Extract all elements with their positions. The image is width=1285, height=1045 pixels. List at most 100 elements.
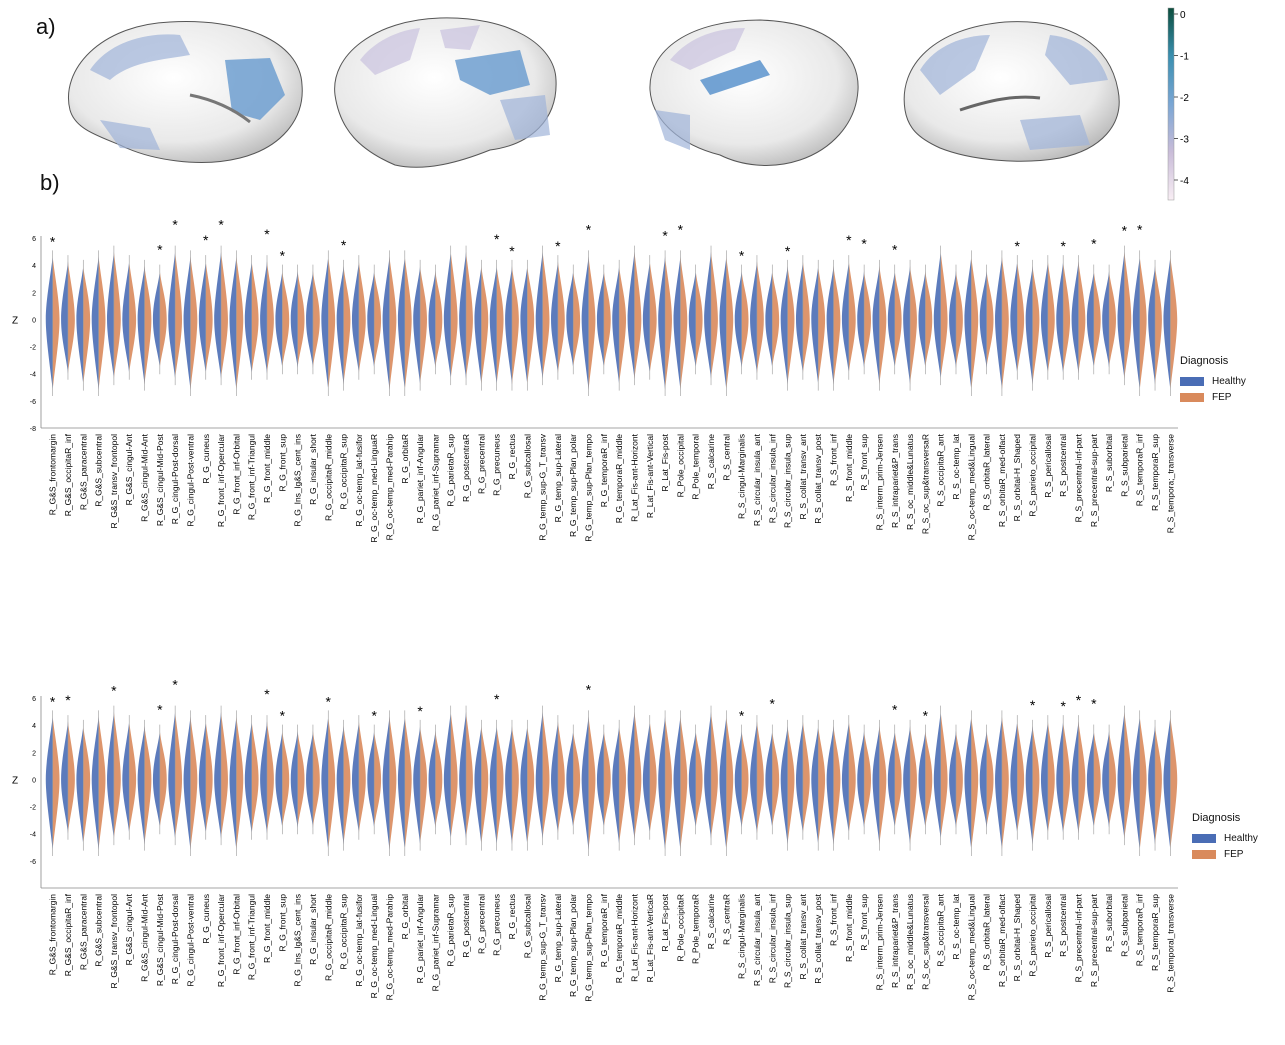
violin-healthy: [61, 261, 68, 374]
violin-healthy: [1010, 721, 1018, 834]
violin-healthy: [918, 270, 926, 369]
x-tick-label: R_S_temporal_transverse: [1165, 894, 1175, 993]
violin-fep: [665, 716, 672, 850]
violin-fep: [542, 251, 550, 380]
violin-fep: [67, 261, 75, 374]
x-tick-label: R_S_front_middle: [844, 434, 854, 502]
violin-healthy: [397, 716, 405, 850]
significance-asterisk: *: [586, 221, 592, 237]
violin-fep: [404, 256, 412, 390]
y-tick-label: -4: [30, 372, 36, 379]
x-tick-label: R_G_temp_sup-Plan_polar: [568, 894, 578, 997]
violin-fep: [772, 270, 780, 369]
violin-fep: [818, 265, 826, 385]
y-tick-label: 6: [32, 236, 36, 243]
violin-healthy: [45, 256, 53, 390]
violin-fep: [864, 730, 872, 829]
violin-fep: [802, 261, 810, 374]
violin-healthy: [857, 270, 865, 369]
violin-fep: [1155, 265, 1162, 385]
violin-fep: [986, 270, 994, 369]
violin-fep: [236, 256, 244, 390]
x-tick-label: R_G&S_cingul-Mid-Post: [155, 433, 165, 526]
violin-healthy: [428, 730, 436, 829]
significance-asterisk: *: [172, 217, 178, 233]
violin-fep: [665, 256, 672, 390]
significance-asterisk: *: [341, 237, 347, 253]
violin-fep: [603, 730, 611, 829]
legend-title: Diagnosis: [1180, 355, 1229, 367]
violin-fep: [450, 711, 458, 840]
x-tick-label: R_G_front_inf-Triangul: [247, 894, 257, 980]
x-tick-label: R_G_orbital: [400, 894, 410, 939]
x-tick-label: R_G_Ins_lg&S_cent_ins: [293, 434, 303, 527]
x-tick-label: R_G_front_inf-Orbital: [231, 894, 241, 975]
violin-fep: [756, 721, 764, 834]
violin-healthy: [1025, 725, 1033, 845]
violin-fep: [711, 251, 718, 380]
violin-healthy: [841, 721, 849, 834]
violin-healthy: [489, 725, 497, 845]
violin-healthy: [841, 261, 849, 374]
violin-healthy: [612, 265, 620, 385]
violin-fep: [833, 265, 841, 385]
violin-fep: [1139, 256, 1147, 390]
violin-healthy: [183, 716, 191, 850]
violin-fep: [236, 716, 244, 850]
x-tick-label: R_S_precentral-sup-part: [1089, 433, 1099, 527]
violin-healthy: [1071, 261, 1079, 374]
legend-label-healthy: Healthy: [1224, 832, 1258, 844]
violin-fep: [649, 261, 657, 374]
violin-fep: [894, 270, 902, 369]
violin-fep: [67, 721, 75, 834]
violin-fep: [343, 725, 351, 845]
violin-fep: [940, 251, 948, 380]
violin-plot-bottom: Z 6 4 2 0 -2 -4 -6 * R_G&S_frontomargin * R_G&S_occ…: [12, 677, 1178, 1002]
x-tick-label: R_S_circular_insula_sup: [783, 894, 793, 988]
violin-fep: [435, 730, 443, 829]
violin-fep: [726, 256, 734, 390]
violin-fep: [175, 711, 183, 840]
violin-fep: [83, 725, 91, 845]
x-tick-label: R_S_orbital-H_Shaped: [1012, 434, 1022, 522]
violin-healthy: [887, 270, 895, 369]
violin-fep: [374, 270, 382, 369]
violin-fep: [741, 270, 749, 369]
violin-healthy: [443, 251, 451, 380]
violin-fep: [1124, 711, 1132, 840]
violin-fep: [527, 265, 535, 385]
violin-fep: [955, 730, 963, 829]
violin-healthy: [214, 711, 222, 840]
x-tick-label: R_S_oc_middle&Lunatus: [905, 894, 915, 990]
legend-swatch-healthy: [1180, 376, 1204, 386]
x-tick-label: R_G_cingul-Post-ventral: [185, 894, 195, 987]
violin-healthy: [351, 261, 359, 374]
x-tick-label: R_G&S_cingul-Mid-Ant: [140, 433, 150, 522]
x-tick-label: R_S_temporaR_sup: [1150, 894, 1160, 971]
x-tick-label: R_G_postcentraR: [461, 434, 471, 502]
violin-fep: [741, 730, 749, 829]
violin-fep: [1124, 251, 1132, 380]
legend-title: Diagnosis: [1192, 812, 1241, 824]
violin-healthy: [198, 261, 206, 374]
violin-healthy: [397, 256, 405, 390]
violin-fep: [695, 730, 703, 829]
x-tick-label: R_G_front_inf-Orbital: [231, 434, 241, 515]
violin-healthy: [872, 265, 880, 385]
x-tick-label: R_S_interm_prim-Jensen: [874, 434, 884, 531]
significance-asterisk: *: [1091, 696, 1097, 712]
violin-fep: [1078, 261, 1086, 374]
x-tick-label: R_S_subparietal: [1119, 894, 1129, 957]
violin-fep: [52, 256, 60, 390]
significance-asterisk: *: [417, 703, 423, 719]
violin-fep: [267, 261, 274, 374]
violin-healthy: [474, 725, 482, 845]
violin-fep: [588, 716, 596, 850]
violin-healthy: [979, 270, 987, 369]
violin-healthy: [673, 716, 681, 850]
x-tick-label: R_G&S_subcentral: [94, 434, 104, 507]
x-tick-label: R_G_occipitaR_sup: [339, 894, 349, 970]
violin-healthy: [229, 716, 237, 850]
x-tick-label: R_G&S_cingul-Mid-Ant: [140, 893, 150, 982]
violin-healthy: [260, 721, 268, 834]
